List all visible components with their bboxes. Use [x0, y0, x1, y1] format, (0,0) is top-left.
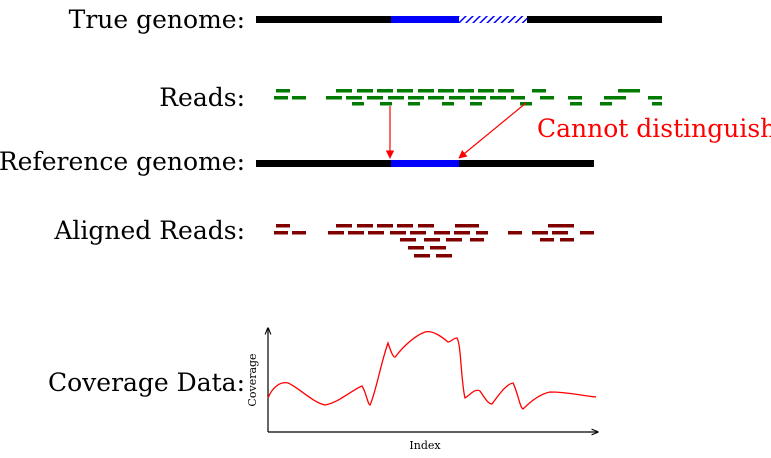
- read-dash: [367, 96, 383, 100]
- read-dash: [600, 102, 612, 106]
- aligned-read-dash: [328, 231, 344, 235]
- aligned-read-dash: [410, 231, 426, 235]
- aligned-read-dash: [348, 231, 364, 235]
- read-dash: [408, 96, 424, 100]
- aligned-read-dash: [436, 254, 452, 258]
- aligned-read-dash: [357, 224, 373, 228]
- aligned-read-dash: [532, 231, 548, 235]
- read-dash: [570, 102, 582, 106]
- reference-genome-bar: [256, 160, 594, 167]
- aligned-read-dash: [276, 224, 290, 228]
- coverage-curve: [267, 331, 597, 410]
- aligned-read-dash: [336, 224, 352, 228]
- read-dash: [652, 102, 662, 106]
- read-dash: [470, 96, 486, 100]
- aligned-read-dash: [552, 231, 568, 235]
- aligned-read-dash: [470, 238, 484, 242]
- read-dash: [292, 96, 306, 100]
- reference-repeat-segment: [391, 160, 459, 167]
- aligned-read-dash: [408, 246, 424, 250]
- read-dash: [490, 96, 506, 100]
- aligned-read-dash: [455, 224, 479, 228]
- read-dash: [380, 102, 392, 106]
- coverage-plot: Index Coverage: [246, 328, 598, 452]
- read-dash: [418, 89, 434, 93]
- read-dash: [377, 89, 393, 93]
- true-genome-label: True genome:: [69, 5, 245, 34]
- read-dash: [568, 96, 582, 100]
- read-dash: [604, 96, 626, 100]
- read-dash: [408, 102, 420, 106]
- read-dash: [388, 96, 404, 100]
- true-genome-right-segment: [527, 16, 662, 23]
- aligned-read-dash: [560, 238, 574, 242]
- aligned-read-dash: [274, 231, 288, 235]
- read-dash: [274, 96, 288, 100]
- true-genome-left-segment: [256, 16, 391, 23]
- read-dash: [326, 96, 342, 100]
- read-dash: [498, 89, 514, 93]
- aligned-read-dash: [292, 231, 306, 235]
- aligned-read-dash: [454, 231, 470, 235]
- true-genome-repeat-segment: [391, 16, 459, 23]
- reference-left-segment: [256, 160, 391, 167]
- aligned-read-dash: [397, 224, 413, 228]
- aligned-read-dash: [377, 224, 393, 228]
- aligned-read-dash: [424, 238, 440, 242]
- aligned-read-dash: [430, 246, 446, 250]
- aligned-read-dash: [540, 238, 554, 242]
- aligned-reads-group: [274, 224, 594, 258]
- plot-y-axis-label: Coverage: [246, 353, 259, 406]
- read-dash: [540, 96, 554, 100]
- read-dash: [532, 89, 546, 93]
- read-dash: [428, 96, 444, 100]
- read-dash: [511, 96, 525, 100]
- reference-right-segment: [459, 160, 594, 167]
- read-dash: [458, 89, 474, 93]
- aligned-reads-label: Aligned Reads:: [53, 216, 245, 245]
- aligned-read-dash: [548, 224, 574, 228]
- aligned-read-dash: [390, 231, 406, 235]
- aligned-read-dash: [400, 238, 416, 242]
- aligned-read-dash: [446, 238, 462, 242]
- aligned-read-dash: [368, 231, 384, 235]
- reference-genome-label: Reference genome:: [0, 147, 245, 176]
- read-dash: [478, 89, 494, 93]
- coverage-data-label: Coverage Data:: [48, 368, 245, 397]
- aligned-read-dash: [476, 231, 488, 235]
- read-dash: [346, 96, 362, 100]
- aligned-read-dash: [434, 231, 450, 235]
- plot-x-axis-label: Index: [409, 439, 441, 452]
- reads-label: Reads:: [159, 83, 245, 112]
- read-dash: [442, 102, 454, 106]
- reads-group: [274, 89, 662, 106]
- arrow-to-repeat-end: [458, 102, 527, 159]
- aligned-read-dash: [580, 231, 594, 235]
- true-genome-hatched-repeat-segment: [459, 16, 527, 23]
- read-dash: [470, 102, 482, 106]
- read-dash: [648, 96, 662, 100]
- read-dash: [438, 89, 454, 93]
- read-dash: [357, 89, 373, 93]
- aligned-read-dash: [414, 254, 430, 258]
- read-dash: [276, 89, 290, 93]
- read-dash: [352, 102, 364, 106]
- read-dash: [397, 89, 413, 93]
- true-genome-bar: [256, 16, 662, 23]
- aligned-read-dash: [418, 224, 434, 228]
- aligned-read-dash: [508, 231, 522, 235]
- read-dash: [618, 89, 640, 93]
- cannot-distinguish-annotation: Cannot distinguish: [537, 114, 771, 143]
- read-dash: [449, 96, 465, 100]
- read-dash: [336, 89, 352, 93]
